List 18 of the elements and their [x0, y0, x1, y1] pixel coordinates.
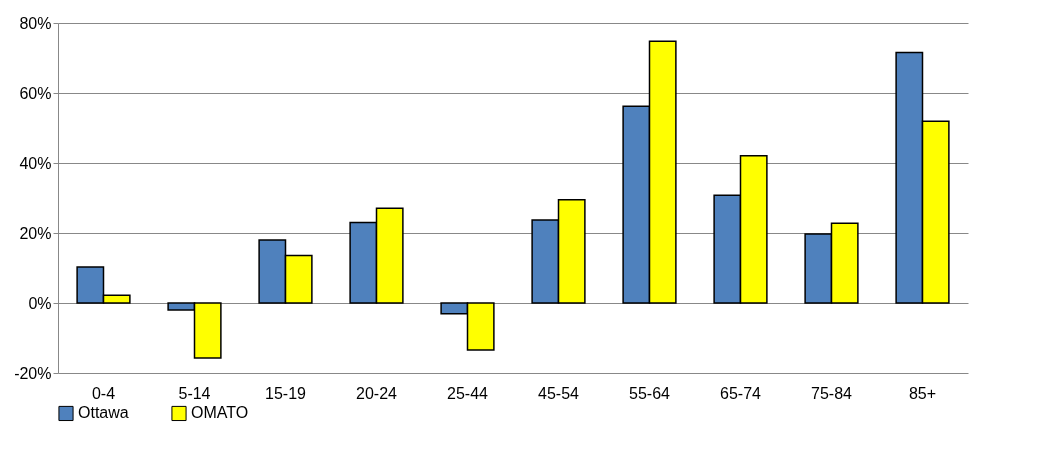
- x-tick-label: 20-24: [356, 384, 398, 402]
- x-tick-label: 5-14: [178, 384, 211, 402]
- legend-label: OMATO: [191, 404, 249, 422]
- x-tick-label: 25-44: [447, 384, 489, 402]
- y-tick-label: 20%: [19, 224, 52, 242]
- x-tick-label: 45-54: [538, 384, 580, 402]
- y-tick-label: 40%: [19, 154, 52, 172]
- y-tick-label: -20%: [14, 364, 52, 382]
- x-tick-label: 55-64: [629, 384, 671, 402]
- y-tick-label: 60%: [19, 84, 52, 102]
- legend-label: Ottawa: [78, 404, 129, 422]
- y-tick-label: 0%: [28, 294, 52, 312]
- x-tick-label: 0-4: [91, 384, 116, 402]
- y-tick-label: 80%: [19, 14, 52, 32]
- x-tick-label: 15-19: [265, 384, 307, 402]
- x-tick-label: 65-74: [720, 384, 762, 402]
- x-tick-label: 85+: [908, 384, 937, 402]
- x-tick-label: 75-84: [811, 384, 853, 402]
